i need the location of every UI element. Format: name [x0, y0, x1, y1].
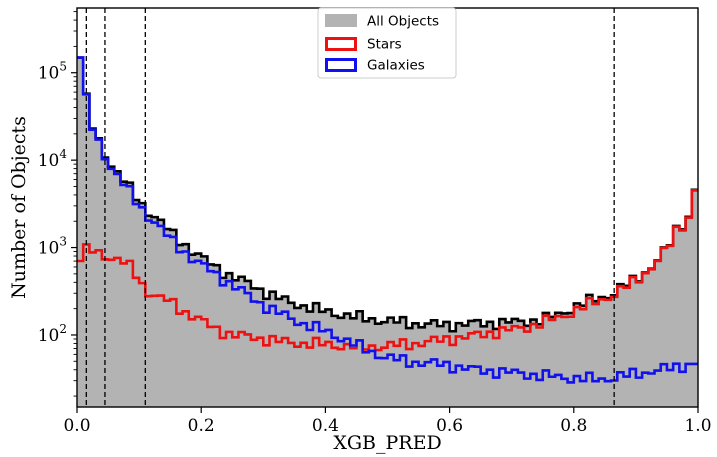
x-tick-label: 0.8: [560, 416, 587, 436]
y-axis-label: Number of Objects: [8, 116, 30, 299]
x-tick-label: 0.6: [436, 416, 463, 436]
y-tick-label: 104: [38, 147, 68, 171]
y-tick-label: 102: [38, 322, 67, 346]
x-axis: 0.0 0.2 0.4 0.6 0.8 1.0: [63, 407, 712, 436]
legend-swatch-galaxies: [325, 58, 357, 72]
x-tick-label: 0.2: [188, 416, 215, 436]
legend-swatch-all-objects: [325, 14, 357, 27]
y-tick-label: 105: [38, 60, 67, 84]
legend: All Objects Stars Galaxies: [317, 7, 457, 79]
x-tick-label: 0.0: [63, 416, 90, 436]
series-stars-line: [77, 189, 698, 352]
x-axis-label: XGB_PRED: [333, 432, 441, 454]
legend-label-stars: Stars: [367, 37, 402, 53]
step-lines: [77, 56, 698, 384]
series-galaxies-line: [77, 56, 698, 384]
dashed-threshold-lines: [85, 8, 615, 407]
x-tick-label: 1.0: [684, 416, 711, 436]
legend-swatch-stars: [325, 37, 357, 51]
legend-label-galaxies: Galaxies: [367, 58, 425, 74]
x-tick-label: 0.4: [312, 416, 339, 436]
y-tick-label: 103: [38, 235, 67, 259]
y-axis: 102 103 104 105: [38, 11, 77, 397]
legend-label-all-objects: All Objects: [367, 14, 439, 30]
